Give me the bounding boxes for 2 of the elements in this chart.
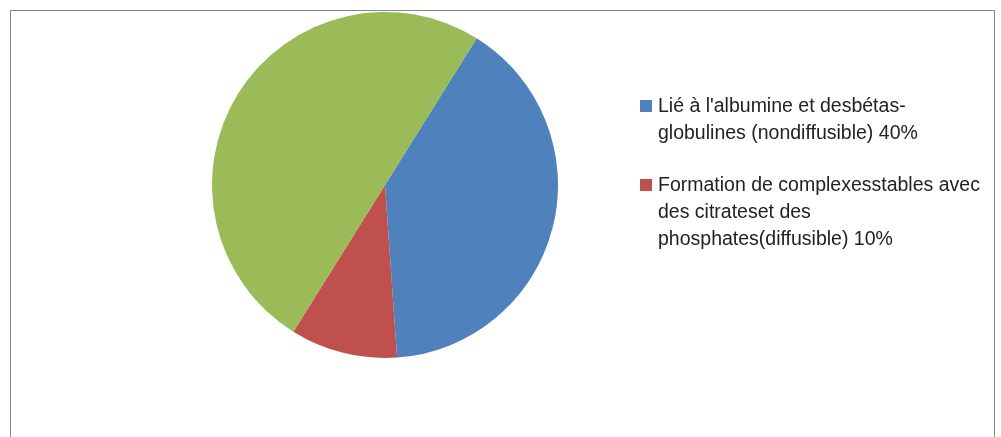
legend-label: Lié à l'albumine et desbétas-globulines (nondiffusible) 40% — [657, 93, 919, 145]
legend-label: Formation de complexesstables avec des citrateset des phosphates(diffusible) 10% — [657, 172, 980, 251]
